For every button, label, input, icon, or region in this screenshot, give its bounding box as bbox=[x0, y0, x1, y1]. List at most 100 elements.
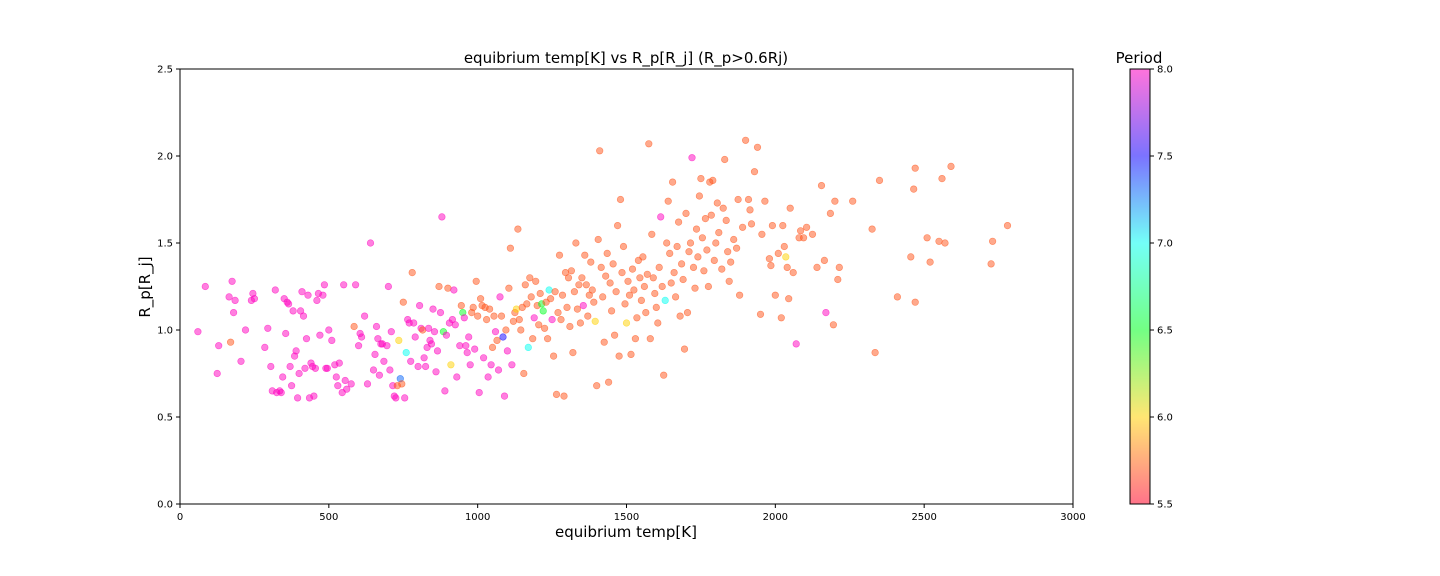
data-point bbox=[691, 284, 699, 292]
y-tick-label: 2.5 bbox=[157, 65, 173, 76]
colorbar-tick-label: 7.5 bbox=[1157, 152, 1173, 163]
data-point bbox=[616, 195, 625, 204]
data-point bbox=[548, 316, 556, 324]
data-point bbox=[633, 314, 641, 322]
data-point bbox=[517, 326, 525, 334]
data-point bbox=[299, 312, 308, 320]
data-point bbox=[369, 366, 378, 374]
data-point bbox=[868, 225, 876, 233]
data-point bbox=[619, 242, 628, 251]
y-axis-ticks: 0.0 0.5 1.0 1.5 2.0 2.5 bbox=[157, 65, 180, 511]
data-point bbox=[277, 389, 285, 397]
data-point bbox=[477, 295, 485, 303]
data-point bbox=[796, 227, 805, 235]
data-point bbox=[419, 326, 427, 334]
data-point bbox=[483, 316, 491, 324]
y-tick-label: 0.5 bbox=[157, 413, 173, 424]
data-point bbox=[829, 321, 838, 329]
data-point bbox=[506, 244, 515, 252]
data-point bbox=[569, 349, 577, 357]
data-point bbox=[311, 364, 320, 372]
data-point bbox=[328, 336, 336, 345]
data-point bbox=[771, 291, 779, 299]
data-point bbox=[535, 321, 543, 329]
data-point bbox=[575, 281, 583, 289]
data-point bbox=[429, 305, 437, 313]
data-point bbox=[668, 178, 677, 186]
data-point bbox=[536, 289, 544, 298]
data-point bbox=[509, 317, 518, 325]
data-point bbox=[834, 275, 842, 284]
data-point bbox=[566, 322, 574, 331]
scatter-points bbox=[194, 136, 1012, 402]
data-point bbox=[457, 302, 465, 310]
data-point bbox=[282, 329, 290, 338]
data-point bbox=[499, 333, 507, 341]
data-point bbox=[615, 352, 623, 360]
data-point bbox=[343, 385, 351, 393]
data-point bbox=[849, 197, 857, 205]
data-point bbox=[591, 317, 599, 325]
data-point bbox=[215, 342, 223, 350]
data-point bbox=[514, 225, 522, 233]
data-point bbox=[460, 314, 468, 322]
data-point bbox=[680, 345, 689, 353]
data-point bbox=[414, 362, 422, 371]
data-point bbox=[777, 314, 785, 322]
data-point bbox=[600, 338, 608, 346]
data-point bbox=[201, 282, 209, 291]
data-point bbox=[820, 256, 829, 265]
data-point bbox=[491, 328, 500, 336]
data-point bbox=[427, 340, 436, 348]
colorbar-title: Period bbox=[1116, 49, 1163, 67]
data-point bbox=[471, 345, 479, 353]
data-point bbox=[652, 303, 660, 312]
data-point bbox=[630, 286, 638, 294]
data-point bbox=[645, 140, 653, 148]
data-point bbox=[512, 305, 521, 313]
data-point bbox=[648, 230, 656, 238]
data-point bbox=[453, 373, 461, 381]
data-point bbox=[316, 331, 324, 339]
data-point bbox=[399, 298, 407, 306]
data-point bbox=[250, 295, 258, 303]
data-point bbox=[435, 282, 443, 291]
data-point bbox=[689, 263, 698, 272]
data-point bbox=[332, 373, 340, 381]
data-point bbox=[655, 263, 663, 272]
data-point bbox=[407, 357, 415, 365]
data-point bbox=[817, 182, 826, 190]
data-point bbox=[366, 239, 375, 247]
data-point bbox=[515, 316, 523, 324]
data-point bbox=[875, 176, 884, 184]
data-point bbox=[871, 349, 879, 357]
data-point bbox=[926, 258, 934, 266]
data-point bbox=[463, 349, 471, 357]
data-point bbox=[893, 293, 902, 301]
data-point bbox=[613, 222, 622, 230]
data-point bbox=[294, 394, 302, 402]
data-point bbox=[532, 277, 540, 285]
data-point bbox=[792, 340, 800, 348]
x-axis-ticks: 0 500 1000 1500 2000 2500 3000 bbox=[177, 504, 1086, 523]
data-point bbox=[697, 175, 705, 183]
data-point bbox=[725, 277, 733, 285]
data-point bbox=[594, 235, 602, 244]
data-point bbox=[722, 216, 730, 224]
data-point bbox=[713, 199, 721, 207]
data-point bbox=[660, 371, 668, 379]
x-tick-label: 3000 bbox=[1060, 512, 1085, 523]
data-point bbox=[271, 286, 279, 294]
data-point bbox=[637, 296, 646, 305]
data-point bbox=[450, 286, 458, 294]
data-point bbox=[724, 248, 732, 256]
data-point bbox=[835, 263, 843, 272]
data-point bbox=[688, 154, 696, 162]
data-point bbox=[539, 307, 547, 315]
data-point bbox=[433, 347, 442, 355]
data-point bbox=[785, 295, 793, 303]
data-point bbox=[786, 204, 794, 212]
data-point bbox=[502, 326, 510, 334]
data-point bbox=[667, 279, 675, 287]
data-point bbox=[302, 335, 311, 343]
